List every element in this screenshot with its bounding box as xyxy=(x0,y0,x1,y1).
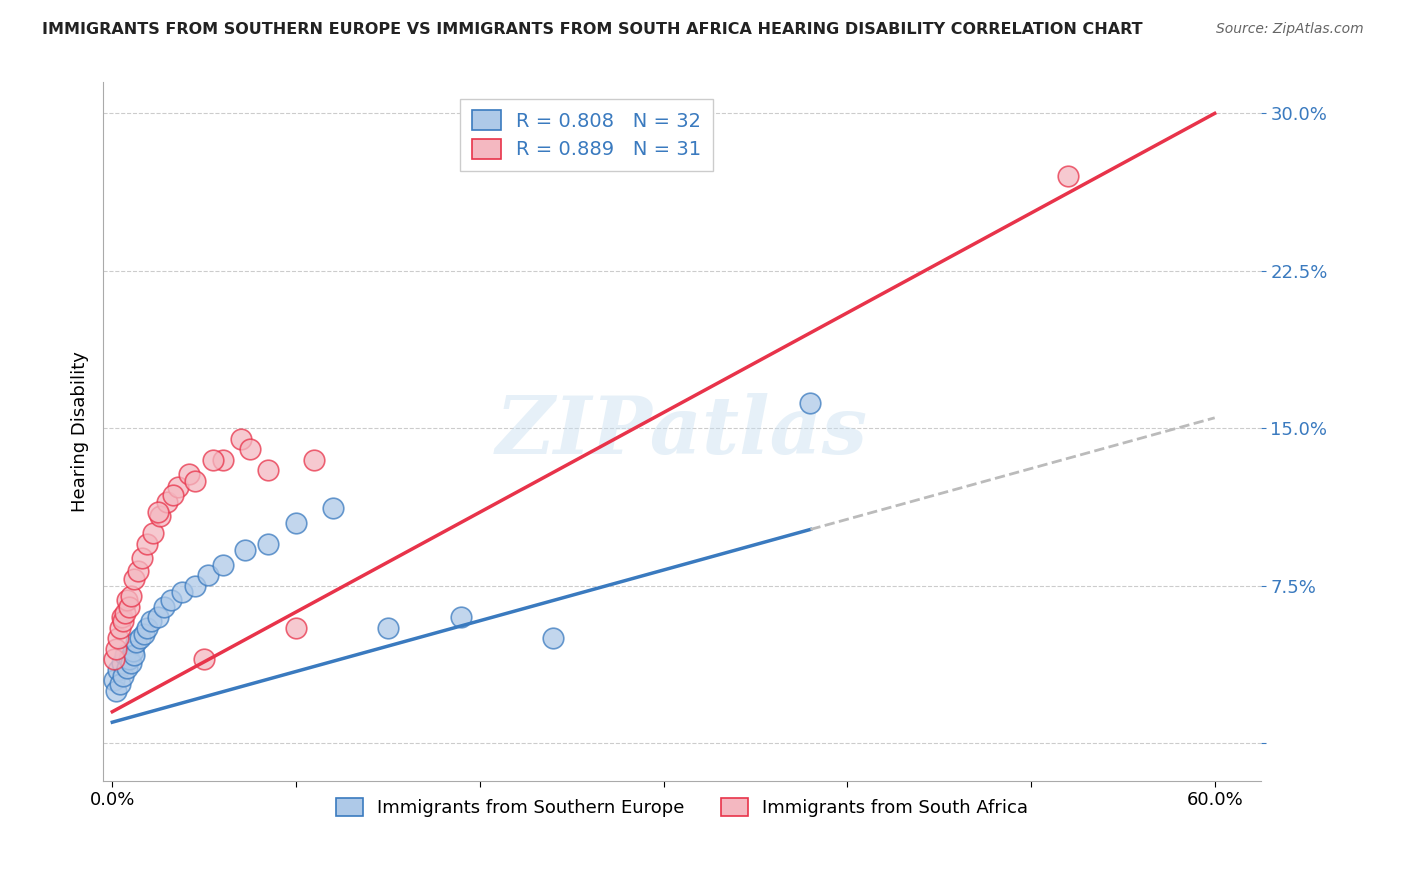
Point xyxy=(202,452,225,467)
Point xyxy=(132,627,155,641)
Point xyxy=(450,610,472,624)
Point xyxy=(104,683,127,698)
Point xyxy=(152,599,174,614)
Point xyxy=(128,632,150,646)
Point xyxy=(257,537,280,551)
Point xyxy=(184,474,207,488)
Point xyxy=(118,599,141,614)
Point xyxy=(107,632,129,646)
Point xyxy=(172,585,194,599)
Point xyxy=(1056,169,1078,184)
Point xyxy=(124,648,146,662)
Point xyxy=(233,543,256,558)
Text: ZIPatlas: ZIPatlas xyxy=(496,392,868,470)
Point xyxy=(257,463,280,477)
Point xyxy=(148,505,170,519)
Point xyxy=(285,516,308,530)
Point xyxy=(239,442,262,457)
Point xyxy=(121,644,143,658)
Point xyxy=(127,564,149,578)
Point xyxy=(197,568,219,582)
Point xyxy=(103,673,125,688)
Point xyxy=(160,593,183,607)
Point xyxy=(304,452,326,467)
Y-axis label: Hearing Disability: Hearing Disability xyxy=(72,351,89,512)
Point xyxy=(110,610,132,624)
Point xyxy=(125,635,148,649)
Point xyxy=(112,669,135,683)
Point xyxy=(136,621,159,635)
Point xyxy=(543,632,565,646)
Point xyxy=(139,615,162,629)
Point xyxy=(162,488,184,502)
Point xyxy=(184,579,207,593)
Legend: Immigrants from Southern Europe, Immigrants from South Africa: Immigrants from Southern Europe, Immigra… xyxy=(329,790,1035,824)
Point xyxy=(114,648,136,662)
Point xyxy=(799,396,821,410)
Point xyxy=(142,526,165,541)
Point xyxy=(110,657,132,671)
Point xyxy=(107,663,129,677)
Point xyxy=(229,432,252,446)
Point xyxy=(211,558,233,572)
Point xyxy=(115,593,138,607)
Point xyxy=(285,621,308,635)
Point xyxy=(136,537,159,551)
Point xyxy=(179,467,201,482)
Point xyxy=(148,610,170,624)
Point xyxy=(211,452,233,467)
Point xyxy=(108,621,131,635)
Point xyxy=(156,495,179,509)
Point xyxy=(120,589,142,603)
Point xyxy=(124,573,146,587)
Point xyxy=(112,615,135,629)
Point xyxy=(115,660,138,674)
Point xyxy=(149,509,172,524)
Point xyxy=(193,652,215,666)
Point xyxy=(118,652,141,666)
Text: IMMIGRANTS FROM SOUTHERN EUROPE VS IMMIGRANTS FROM SOUTH AFRICA HEARING DISABILI: IMMIGRANTS FROM SOUTHERN EUROPE VS IMMIG… xyxy=(42,22,1143,37)
Point xyxy=(114,606,136,620)
Text: Source: ZipAtlas.com: Source: ZipAtlas.com xyxy=(1216,22,1364,37)
Point xyxy=(167,480,190,494)
Point xyxy=(131,551,153,566)
Point xyxy=(322,501,344,516)
Point xyxy=(120,657,142,671)
Point xyxy=(104,641,127,656)
Point xyxy=(103,652,125,666)
Point xyxy=(108,677,131,691)
Point xyxy=(377,621,399,635)
